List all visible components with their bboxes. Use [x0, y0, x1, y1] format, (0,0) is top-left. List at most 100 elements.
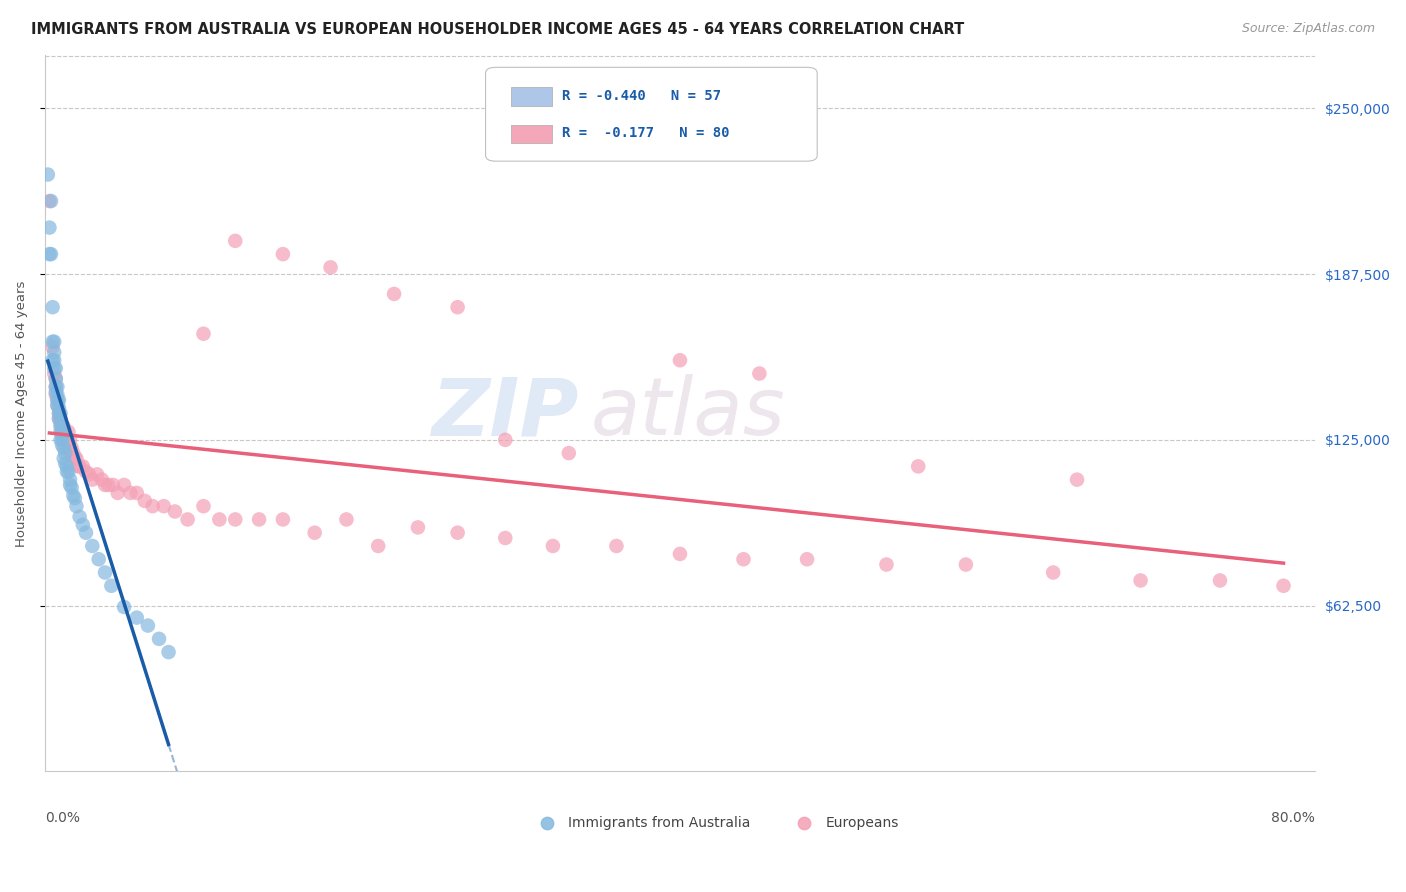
- Point: [39, 247, 62, 261]
- Point: [1209, 574, 1232, 588]
- Point: [148, 632, 170, 646]
- Point: [53, 446, 76, 460]
- Point: [107, 486, 129, 500]
- Point: [51, 438, 73, 452]
- Point: [304, 525, 326, 540]
- Point: [58, 441, 80, 455]
- Text: ZIP: ZIP: [432, 375, 578, 452]
- Point: [53, 433, 76, 447]
- Point: [669, 353, 692, 368]
- Point: [335, 512, 357, 526]
- Point: [44, 353, 66, 368]
- Point: [100, 579, 122, 593]
- Point: [446, 525, 468, 540]
- Point: [46, 380, 69, 394]
- Point: [541, 539, 564, 553]
- Point: [59, 478, 82, 492]
- Point: [907, 459, 929, 474]
- Point: [49, 414, 72, 428]
- Point: [125, 610, 148, 624]
- Point: [86, 467, 108, 482]
- Point: [271, 247, 294, 261]
- Point: [605, 539, 627, 553]
- Point: [45, 380, 67, 394]
- Point: [44, 345, 66, 359]
- Point: [875, 558, 897, 572]
- Point: [49, 433, 72, 447]
- Point: [224, 512, 246, 526]
- Point: [52, 419, 75, 434]
- Point: [558, 446, 581, 460]
- Text: R = -0.440   N = 57: R = -0.440 N = 57: [562, 89, 721, 103]
- Point: [59, 473, 82, 487]
- Point: [48, 411, 70, 425]
- Text: IMMIGRANTS FROM AUSTRALIA VS EUROPEAN HOUSEHOLDER INCOME AGES 45 - 64 YEARS CORR: IMMIGRANTS FROM AUSTRALIA VS EUROPEAN HO…: [31, 22, 965, 37]
- Point: [112, 599, 135, 614]
- Point: [46, 398, 69, 412]
- Point: [65, 499, 87, 513]
- Point: [796, 552, 818, 566]
- Point: [37, 168, 59, 182]
- Text: Source: ZipAtlas.com: Source: ZipAtlas.com: [1241, 22, 1375, 36]
- Point: [82, 473, 104, 487]
- Point: [494, 433, 516, 447]
- Point: [41, 353, 63, 368]
- Point: [51, 425, 73, 439]
- Point: [48, 406, 70, 420]
- Point: [101, 478, 124, 492]
- Point: [56, 465, 79, 479]
- Point: [58, 465, 80, 479]
- Point: [46, 388, 69, 402]
- Point: [94, 478, 117, 492]
- Point: [41, 340, 63, 354]
- Text: 80.0%: 80.0%: [1271, 811, 1315, 825]
- Point: [49, 406, 72, 420]
- Point: [955, 558, 977, 572]
- Text: 0.0%: 0.0%: [45, 811, 80, 825]
- Point: [48, 411, 70, 425]
- Point: [48, 392, 70, 407]
- Point: [112, 478, 135, 492]
- Point: [39, 194, 62, 208]
- Point: [247, 512, 270, 526]
- Point: [44, 367, 66, 381]
- Point: [51, 433, 73, 447]
- Point: [51, 427, 73, 442]
- Point: [97, 478, 120, 492]
- Point: [45, 372, 67, 386]
- Point: [45, 388, 67, 402]
- Point: [63, 491, 86, 506]
- Point: [52, 451, 75, 466]
- Point: [446, 300, 468, 314]
- Point: [72, 517, 94, 532]
- Point: [193, 499, 215, 513]
- Point: [41, 300, 63, 314]
- Point: [669, 547, 692, 561]
- Point: [65, 451, 87, 466]
- Text: Immigrants from Australia: Immigrants from Australia: [568, 816, 751, 830]
- Bar: [510, 87, 551, 106]
- Point: [46, 392, 69, 407]
- Point: [51, 419, 73, 434]
- Point: [48, 401, 70, 415]
- Point: [56, 459, 79, 474]
- Point: [48, 406, 70, 420]
- Point: [208, 512, 231, 526]
- Point: [1272, 579, 1295, 593]
- Point: [60, 441, 83, 455]
- Point: [224, 234, 246, 248]
- Point: [69, 509, 91, 524]
- Point: [152, 499, 174, 513]
- Point: [53, 425, 76, 439]
- FancyBboxPatch shape: [485, 67, 817, 161]
- Point: [90, 473, 112, 487]
- Point: [406, 520, 429, 534]
- Point: [748, 367, 770, 381]
- Point: [382, 287, 405, 301]
- Point: [661, 764, 683, 779]
- Point: [46, 398, 69, 412]
- Point: [193, 326, 215, 341]
- Point: [44, 334, 66, 349]
- Point: [63, 451, 86, 466]
- Point: [49, 425, 72, 439]
